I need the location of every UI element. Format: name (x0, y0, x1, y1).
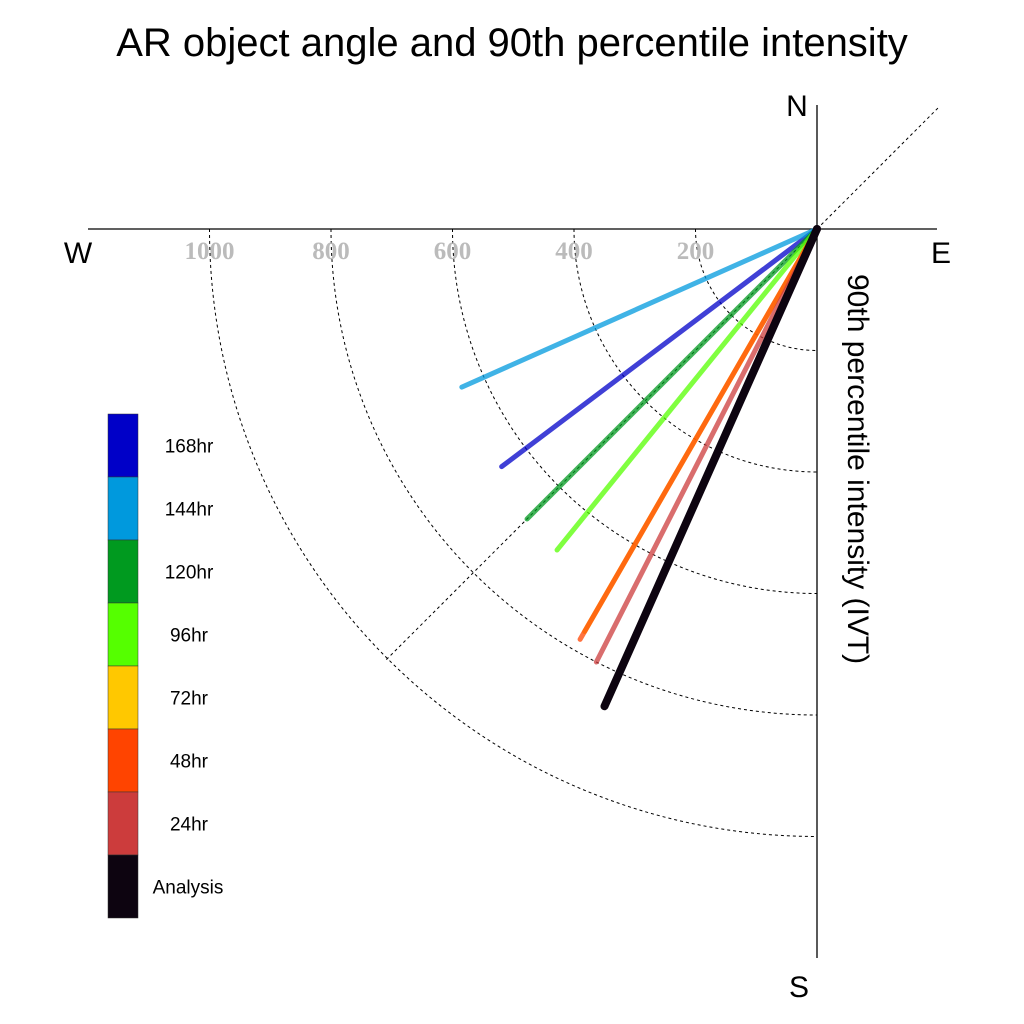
ring-800 (330, 228, 818, 716)
ring-tick-label: 1000 (185, 238, 235, 265)
compass-north: N (786, 90, 808, 123)
legend-group: 168hr 144hr 120hr 96hr 72hr 48hr 24hr Analysis (107, 413, 224, 919)
vector-analysis (600, 225, 821, 711)
origin-point (813, 225, 821, 233)
legend-label: 48hr (170, 752, 209, 773)
legend-label: 24hr (170, 815, 209, 836)
ring-tick-label: 200 (677, 238, 715, 265)
legend-swatch-48hr (107, 728, 139, 793)
intensity-axis-label: 90th percentile intensity (IVT) (841, 274, 874, 664)
legend-swatch-24hr (107, 791, 139, 856)
legend-swatch-120hr (107, 539, 139, 604)
legend-label: Analysis (153, 878, 224, 899)
ring-1000 (209, 228, 818, 837)
vector-120hr (524, 226, 820, 522)
legend-label: 120hr (165, 563, 214, 584)
ring-600 (452, 228, 818, 594)
legend-swatch-analysis (107, 854, 139, 919)
ring-tick-labels: 200 400 600 800 1000 (185, 238, 715, 265)
legend-label: 72hr (170, 689, 209, 710)
legend-swatch-96hr (107, 602, 139, 667)
vector-168hr (499, 226, 820, 470)
ring-tick-label: 600 (434, 238, 472, 265)
rings-group (209, 228, 818, 837)
compass-west: W (64, 237, 93, 270)
legend-swatch-168hr (107, 413, 139, 478)
vector-144hr (459, 226, 820, 390)
legend-swatch-144hr (107, 476, 139, 541)
chart-title: AR object angle and 90th percentile inte… (116, 21, 908, 65)
ring-400 (573, 228, 818, 473)
legend-label: 168hr (165, 437, 214, 458)
vector-48hr (577, 226, 820, 642)
legend-label: 144hr (165, 500, 214, 521)
legend-label: 96hr (170, 626, 209, 647)
vector-24hr (593, 226, 820, 665)
vector-96hr (554, 226, 820, 553)
ring-200 (695, 228, 818, 351)
compass-east: E (931, 237, 951, 270)
compass-south: S (789, 971, 809, 1004)
vectors-group (459, 225, 821, 711)
ring-tick-label: 400 (555, 238, 593, 265)
ring-tick-label: 800 (312, 238, 350, 265)
ne-diagonal-line (816, 105, 941, 230)
legend-swatch-72hr (107, 665, 139, 730)
